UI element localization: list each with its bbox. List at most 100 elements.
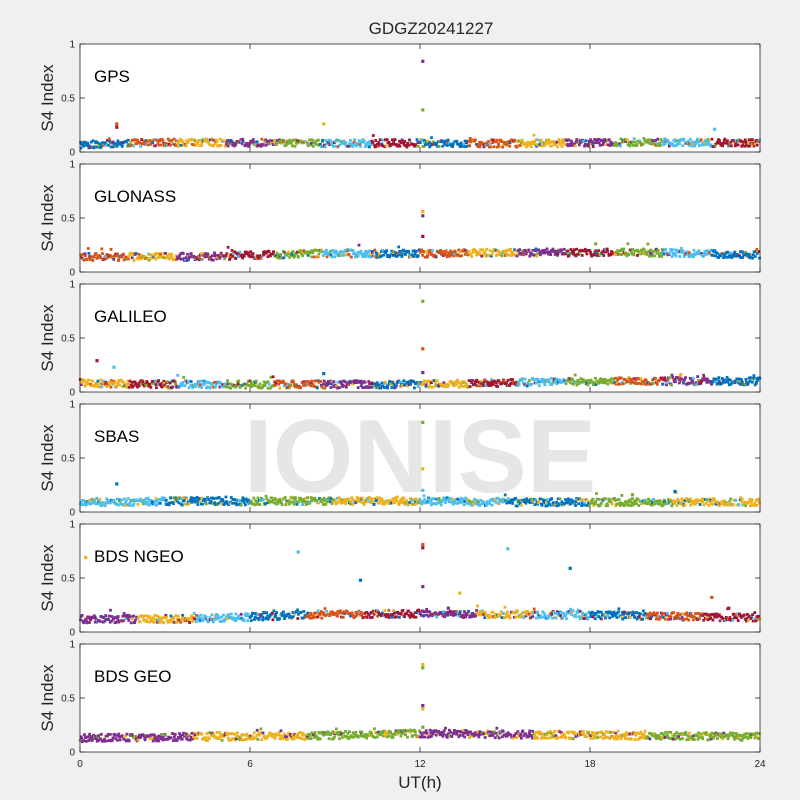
data-point (598, 143, 602, 147)
data-point (161, 139, 165, 143)
data-point (444, 249, 448, 253)
data-point (306, 254, 310, 257)
y-tick-label: 0.5 (61, 334, 75, 345)
data-point (148, 737, 152, 741)
spike-point (421, 488, 425, 492)
data-point (370, 616, 374, 619)
data-point (408, 501, 412, 504)
data-point (757, 250, 761, 253)
data-point (358, 611, 362, 614)
data-point (324, 252, 328, 255)
data-point (600, 502, 603, 505)
data-point (407, 143, 411, 147)
data-point (293, 612, 297, 616)
data-point (266, 139, 269, 143)
data-point (697, 382, 701, 386)
data-point (527, 612, 531, 616)
data-point (427, 496, 430, 500)
data-point (119, 502, 123, 506)
data-point (110, 619, 114, 623)
data-point (501, 500, 505, 504)
data-point (211, 254, 214, 258)
data-point (364, 145, 367, 149)
data-point (231, 501, 234, 505)
data-point (533, 140, 537, 143)
data-point (208, 386, 212, 390)
data-point (264, 143, 268, 147)
data-point (686, 250, 689, 254)
data-point (404, 500, 408, 504)
scatter-points (79, 209, 761, 262)
data-point (438, 384, 442, 387)
data-point (638, 139, 642, 143)
data-point (334, 140, 337, 143)
data-point (177, 140, 181, 143)
data-point (714, 502, 718, 506)
data-point (702, 618, 706, 622)
data-point (713, 498, 716, 501)
data-point (558, 142, 562, 146)
data-point (635, 382, 639, 385)
data-point (632, 381, 636, 385)
data-point (595, 497, 599, 501)
data-point (367, 140, 371, 144)
data-point (296, 608, 299, 612)
data-point (320, 616, 324, 620)
data-point (231, 732, 235, 736)
data-point (488, 145, 491, 149)
data-point (104, 380, 108, 384)
data-point (520, 138, 524, 142)
scatter-points (78, 662, 761, 744)
data-point (119, 141, 123, 144)
data-point (186, 617, 190, 621)
data-point (400, 255, 404, 258)
data-point (169, 614, 173, 618)
data-point (267, 250, 271, 253)
data-point (644, 500, 648, 504)
data-point (525, 613, 529, 616)
data-point (347, 144, 350, 148)
data-point (92, 255, 96, 259)
data-point (289, 141, 293, 145)
data-point (566, 379, 570, 382)
data-point (193, 617, 197, 621)
spike-point (421, 546, 425, 550)
data-point (138, 620, 142, 624)
data-point (604, 497, 607, 501)
data-point (433, 497, 436, 501)
data-point (111, 256, 115, 260)
data-point (217, 737, 221, 741)
data-point (283, 496, 287, 499)
data-point (146, 257, 149, 261)
data-point (219, 144, 223, 147)
data-point (168, 257, 171, 261)
data-point (544, 504, 548, 508)
data-point (329, 249, 332, 253)
data-point (601, 143, 605, 147)
data-point (458, 501, 462, 504)
data-point (370, 498, 374, 501)
data-point (103, 255, 107, 258)
data-point (617, 610, 620, 614)
data-point (167, 386, 170, 390)
data-point (100, 501, 104, 505)
data-point (170, 252, 174, 256)
data-point (497, 249, 501, 253)
data-point (314, 142, 318, 146)
data-point (484, 254, 488, 258)
data-point (605, 610, 609, 614)
data-point (415, 502, 418, 505)
data-point (297, 736, 301, 740)
data-point (628, 144, 632, 148)
data-point (746, 254, 750, 258)
data-point (212, 385, 216, 389)
data-point (674, 380, 677, 384)
data-point (717, 502, 721, 506)
data-point (384, 144, 388, 148)
data-point (412, 498, 415, 501)
data-point (201, 618, 205, 622)
data-point (383, 145, 387, 149)
data-point (562, 142, 565, 145)
data-point (747, 619, 750, 622)
data-point (373, 143, 376, 147)
